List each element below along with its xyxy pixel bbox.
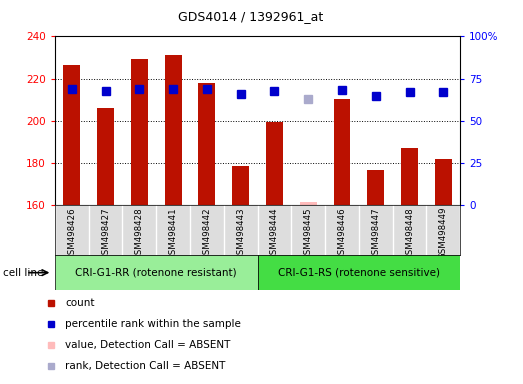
Text: GSM498426: GSM498426 [67, 207, 76, 260]
Bar [97, 108, 114, 205]
Bar [198, 83, 215, 205]
Text: GSM498449: GSM498449 [439, 207, 448, 260]
Text: GSM498427: GSM498427 [101, 207, 110, 260]
Text: GSM498448: GSM498448 [405, 207, 414, 260]
Bar [257, 255, 460, 290]
Text: CRI-G1-RS (rotenone sensitive): CRI-G1-RS (rotenone sensitive) [278, 268, 440, 278]
Bar [63, 65, 80, 205]
Bar [300, 202, 317, 205]
Bar [435, 159, 452, 205]
Text: GSM498446: GSM498446 [337, 207, 347, 260]
Bar [401, 149, 418, 205]
Bar [266, 122, 283, 205]
Text: GSM498443: GSM498443 [236, 207, 245, 260]
Text: percentile rank within the sample: percentile rank within the sample [65, 319, 241, 329]
Text: GSM498447: GSM498447 [371, 207, 380, 260]
Text: GSM498442: GSM498442 [202, 207, 211, 260]
Bar [367, 170, 384, 205]
Text: GSM498428: GSM498428 [135, 207, 144, 260]
Text: cell line: cell line [3, 268, 43, 278]
Text: GSM498445: GSM498445 [304, 207, 313, 260]
Text: CRI-G1-RR (rotenone resistant): CRI-G1-RR (rotenone resistant) [75, 268, 237, 278]
Bar [165, 56, 181, 205]
Text: value, Detection Call = ABSENT: value, Detection Call = ABSENT [65, 340, 231, 350]
Bar [55, 255, 257, 290]
Bar [334, 99, 350, 205]
Bar [232, 166, 249, 205]
Text: rank, Detection Call = ABSENT: rank, Detection Call = ABSENT [65, 361, 225, 371]
Text: GSM498444: GSM498444 [270, 207, 279, 260]
Text: GSM498441: GSM498441 [168, 207, 178, 260]
Text: GDS4014 / 1392961_at: GDS4014 / 1392961_at [178, 10, 324, 23]
Bar [131, 59, 148, 205]
Text: count: count [65, 298, 95, 308]
